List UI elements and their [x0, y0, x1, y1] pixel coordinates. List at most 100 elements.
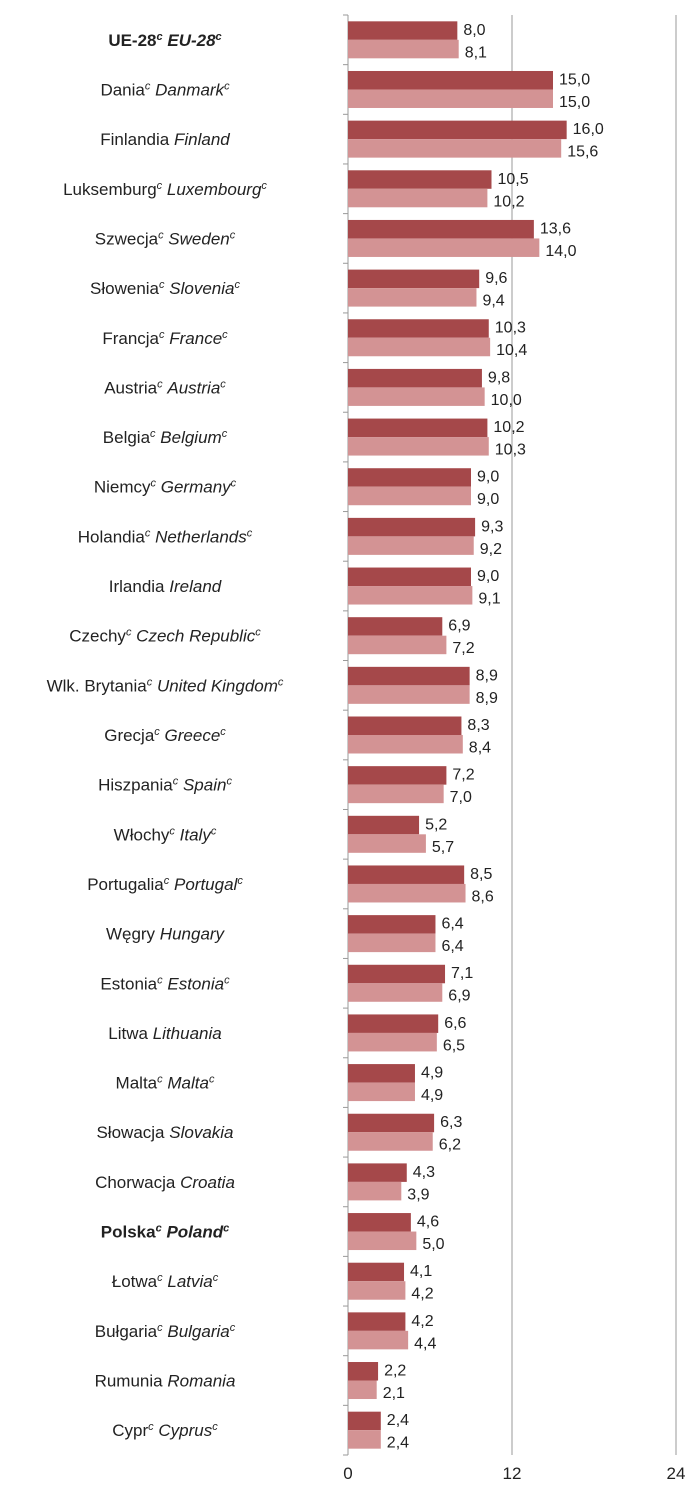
value-label: 6,9 — [448, 988, 470, 1005]
category-pl: Polska — [101, 1223, 156, 1242]
value-label: 4,2 — [411, 1286, 433, 1303]
category-en: Luxembourg — [167, 180, 262, 199]
category-en: Danmark — [155, 80, 225, 99]
value-label: 4,2 — [411, 1313, 433, 1330]
category-pl: Słowenia — [90, 279, 160, 298]
bar — [348, 1411, 381, 1431]
category-note: c — [230, 1322, 236, 1334]
category-note: c — [173, 776, 179, 788]
category-pl: Bułgaria — [95, 1322, 158, 1341]
category-note: c — [158, 229, 164, 241]
category-en: Slovenia — [169, 279, 234, 298]
category-en: Spain — [183, 776, 226, 795]
bar — [348, 915, 436, 934]
bar — [348, 766, 447, 785]
bar — [348, 387, 485, 406]
bar — [348, 883, 466, 903]
value-label: 10,3 — [495, 320, 526, 337]
value-label: 9,0 — [477, 491, 499, 508]
category-pl: Austria — [104, 378, 157, 397]
category-en: Finland — [174, 130, 230, 149]
bar — [348, 269, 480, 289]
category-pl: Grecja — [104, 726, 155, 745]
category-label: Daniac Danmarkc — [100, 80, 230, 99]
category-label: Węgry Hungary — [106, 925, 226, 944]
category-note: c — [169, 825, 175, 837]
value-label: 9,2 — [480, 541, 502, 558]
category-en: Czech Republic — [136, 627, 256, 646]
category-en: Malta — [167, 1074, 209, 1093]
bar — [348, 337, 491, 357]
bar — [348, 1312, 406, 1331]
category-label: Wlk. Brytaniac United Kingdomc — [47, 676, 284, 695]
category-en: Germany — [161, 478, 232, 497]
category-note: c — [157, 180, 163, 192]
bar — [348, 536, 474, 555]
bar — [348, 238, 540, 257]
value-label: 10,2 — [493, 419, 524, 436]
category-label: Rumunia Romania — [95, 1372, 236, 1391]
bar — [348, 1330, 409, 1350]
value-label: 15,6 — [567, 144, 598, 161]
category-pl: Estonia — [100, 974, 157, 993]
value-label: 7,1 — [451, 965, 473, 982]
category-label: Belgiac Belgiumc — [103, 428, 228, 447]
category-note: c — [278, 676, 284, 688]
value-label: 6,4 — [441, 938, 463, 955]
bar — [348, 120, 567, 140]
bar — [348, 1262, 405, 1282]
value-label: 5,2 — [425, 816, 447, 833]
category-en: Croatia — [180, 1173, 235, 1192]
category-note: c — [148, 1421, 154, 1433]
bar — [348, 666, 470, 686]
category-note: c — [145, 527, 151, 539]
bar — [348, 70, 553, 90]
category-en: Estonia — [167, 974, 224, 993]
bar — [348, 1362, 379, 1381]
bar — [348, 1082, 415, 1102]
category-pl: Wlk. Brytania — [47, 676, 148, 695]
category-label: Szwecjac Swedenc — [95, 229, 236, 248]
value-label: 2,4 — [387, 1412, 409, 1429]
value-label: 2,1 — [383, 1385, 405, 1402]
bar — [348, 617, 443, 636]
category-pl: Rumunia — [95, 1372, 164, 1391]
value-label: 8,0 — [463, 22, 485, 39]
category-en: United Kingdom — [157, 676, 278, 695]
category-note: c — [224, 80, 230, 92]
value-label: 14,0 — [545, 243, 576, 260]
bar — [348, 219, 534, 239]
category-en: Sweden — [168, 229, 229, 248]
category-en: Netherlands — [155, 527, 247, 546]
value-label: 8,3 — [467, 717, 489, 734]
value-label: 4,3 — [413, 1164, 435, 1181]
value-label: 6,6 — [444, 1015, 466, 1032]
value-label: 16,0 — [573, 121, 604, 138]
value-label: 8,6 — [472, 888, 494, 905]
category-note: c — [157, 378, 163, 390]
bar — [348, 865, 465, 884]
category-note: c — [220, 378, 226, 390]
value-label: 8,9 — [476, 690, 498, 707]
category-label: Włochyc Italyc — [114, 825, 217, 844]
category-note: c — [151, 478, 157, 490]
category-note: c — [126, 627, 132, 639]
value-label: 9,3 — [481, 518, 503, 535]
bar — [348, 319, 489, 338]
category-label: Finlandia Finland — [100, 130, 230, 149]
bar — [348, 1181, 402, 1201]
category-label: UE-28c EU-28c — [108, 31, 221, 50]
bar — [348, 1064, 415, 1083]
category-note: c — [222, 329, 228, 341]
bar — [348, 1231, 417, 1251]
value-label: 9,8 — [488, 369, 510, 386]
value-label: 6,3 — [440, 1114, 462, 1131]
category-note: c — [211, 825, 217, 837]
value-label: 10,0 — [491, 392, 522, 409]
category-pl: Łotwa — [112, 1272, 158, 1291]
category-pl: Dania — [100, 80, 145, 99]
value-label: 4,4 — [414, 1335, 436, 1352]
category-label: Niemcyc Germanyc — [94, 478, 237, 497]
bar — [348, 1032, 437, 1052]
category-note: c — [159, 329, 165, 341]
